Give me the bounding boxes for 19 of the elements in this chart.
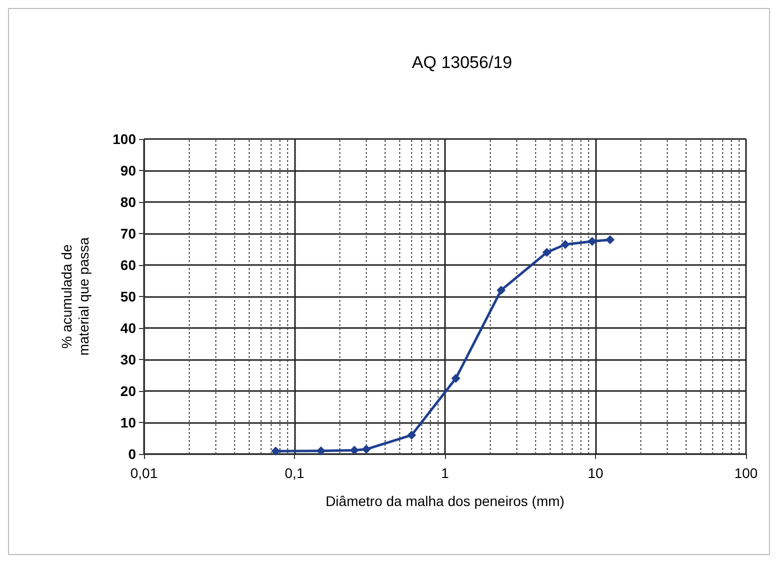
y-tick-label: 20 [120, 383, 136, 399]
y-tick-label: 90 [120, 162, 136, 178]
y-tick-label: 10 [120, 414, 136, 430]
y-tick-label: 70 [120, 226, 136, 242]
x-tick-label: 1 [441, 465, 450, 481]
x-tick-label: 0,01 [130, 465, 158, 481]
chart-title: AQ 13056/19 [412, 53, 512, 72]
y-tick-label: 60 [120, 257, 136, 273]
y-tick-label: 100 [112, 131, 136, 147]
x-tick-label: 10 [588, 465, 604, 481]
x-tick-label: 0,1 [284, 465, 304, 481]
y-tick-label: 40 [120, 320, 136, 336]
y-tick-label: 30 [120, 352, 136, 368]
y-tick-label: 50 [120, 288, 136, 304]
y-axis-title: % acumulada de material que passa [58, 237, 92, 356]
y-tick-label: 80 [120, 194, 136, 210]
x-axis-title: Diâmetro da malha dos peneiros (mm) [326, 493, 564, 509]
y-tick-label: 0 [128, 446, 136, 462]
x-tick-label: 100 [734, 465, 758, 481]
